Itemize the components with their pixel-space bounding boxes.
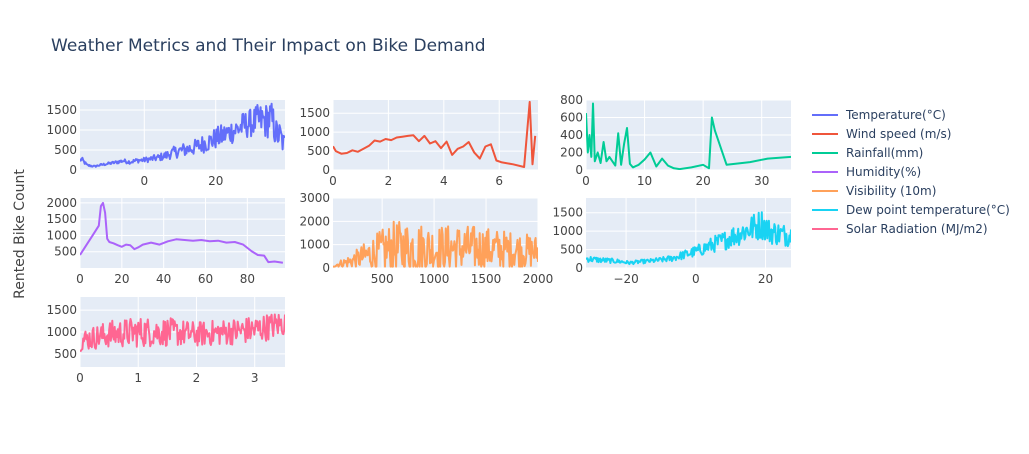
x-tick-label: 20 — [696, 174, 711, 188]
y-tick-label: 1500 — [299, 106, 330, 120]
x-tick-label: 2 — [385, 174, 393, 188]
series-line — [333, 100, 537, 168]
legend-label: Solar Radiation (MJ/m2) — [846, 222, 988, 236]
x-tick-label: 10 — [637, 174, 652, 188]
x-tick-label: 60 — [198, 272, 213, 286]
legend-label: Visibility (10m) — [846, 184, 936, 198]
y-tick-label: 500 — [307, 144, 330, 158]
legend-item[interactable]: Temperature(°C) — [812, 108, 946, 122]
series-line — [586, 211, 791, 266]
subplot-4: 0 20 40 60 80 500 1000 1500 2000 — [46, 196, 285, 286]
y-tick-label: 1000 — [46, 123, 77, 137]
x-tick-label: 0 — [329, 174, 337, 188]
chart-title: Weather Metrics and Their Impact on Bike… — [51, 36, 486, 56]
subplot-1: 0 20 0 500 1000 1500 — [46, 100, 285, 188]
y-tick-label: 1000 — [299, 125, 330, 139]
subplot-3: 0 10 20 30 0 200 400 600 800 — [560, 93, 791, 188]
y-tick-label: 0 — [322, 163, 330, 177]
x-tick-label: 1500 — [471, 272, 502, 286]
series-line — [586, 102, 791, 170]
legend-label: Humidity(%) — [846, 165, 921, 179]
series-line — [333, 220, 538, 268]
plot-background — [80, 198, 285, 268]
x-tick-label: 500 — [371, 272, 394, 286]
x-tick-label: 4 — [440, 174, 448, 188]
y-tick-label: 0 — [69, 163, 77, 177]
x-tick-label: 0 — [76, 371, 84, 385]
x-tick-label: 80 — [240, 272, 255, 286]
x-tick-label: 3 — [251, 371, 259, 385]
subplot-5: 500 1000 1500 2000 0 1000 2000 3000 — [299, 191, 553, 286]
y-tick-label: 400 — [560, 128, 583, 142]
y-tick-label: 500 — [560, 243, 583, 257]
legend-item[interactable]: Solar Radiation (MJ/m2) — [812, 222, 988, 236]
legend-item[interactable]: Wind speed (m/s) — [812, 127, 951, 141]
legend-item[interactable]: Dew point temperature(°C) — [812, 203, 1010, 217]
subplot-6: −20 0 20 0 500 1000 1500 — [552, 198, 791, 286]
legend-item[interactable]: Visibility (10m) — [812, 184, 936, 198]
x-tick-label: 20 — [114, 272, 129, 286]
y-tick-label: 1500 — [46, 212, 77, 226]
x-tick-label: 20 — [758, 272, 773, 286]
x-tick-label: 0 — [582, 174, 590, 188]
y-tick-label: 0 — [575, 163, 583, 177]
y-tick-label: 1000 — [299, 238, 330, 252]
x-tick-label: 20 — [208, 174, 223, 188]
y-tick-label: 500 — [54, 143, 77, 157]
y-tick-label: 1500 — [46, 303, 77, 317]
x-tick-label: 1000 — [419, 272, 450, 286]
y-tick-label: 1500 — [552, 206, 583, 220]
series-line — [80, 102, 285, 168]
y-tick-label: 0 — [575, 261, 583, 275]
y-tick-label: 800 — [560, 93, 583, 107]
y-tick-label: 3000 — [299, 191, 330, 205]
y-tick-label: 0 — [322, 261, 330, 275]
x-tick-label: 6 — [495, 174, 503, 188]
y-tick-label: 600 — [560, 111, 583, 125]
x-tick-label: −20 — [613, 272, 638, 286]
y-tick-label: 2000 — [299, 214, 330, 228]
series-line — [80, 313, 285, 353]
plot-background — [333, 100, 538, 170]
subplot-2: 0 2 4 6 0 500 1000 1500 — [299, 100, 538, 188]
y-tick-label: 200 — [560, 146, 583, 160]
y-axis-label: Rented Bike Count — [12, 169, 28, 299]
x-tick-label: 40 — [156, 272, 171, 286]
y-tick-label: 1000 — [552, 224, 583, 238]
x-tick-label: 30 — [754, 174, 769, 188]
x-tick-label: 0 — [692, 272, 700, 286]
x-tick-label: 2 — [193, 371, 201, 385]
y-tick-label: 500 — [54, 347, 77, 361]
legend-item[interactable]: Humidity(%) — [812, 165, 921, 179]
subplot-7: 0 1 2 3 500 1000 1500 — [46, 297, 285, 385]
x-tick-label: 0 — [140, 174, 148, 188]
y-tick-label: 2000 — [46, 196, 77, 210]
x-tick-label: 0 — [76, 272, 84, 286]
legend: Temperature(°C) Wind speed (m/s) Rainfall(… — [812, 108, 1010, 236]
legend-label: Temperature(°C) — [845, 108, 946, 122]
series-line — [80, 201, 284, 264]
y-tick-label: 1000 — [46, 228, 77, 242]
legend-label: Wind speed (m/s) — [846, 127, 951, 141]
y-tick-label: 1000 — [46, 325, 77, 339]
x-tick-label: 1 — [134, 371, 142, 385]
legend-item[interactable]: Rainfall(mm) — [812, 146, 923, 160]
y-tick-label: 1500 — [46, 103, 77, 117]
y-tick-label: 500 — [54, 245, 77, 259]
x-tick-label: 2000 — [523, 272, 554, 286]
legend-label: Rainfall(mm) — [846, 146, 923, 160]
legend-label: Dew point temperature(°C) — [846, 203, 1010, 217]
